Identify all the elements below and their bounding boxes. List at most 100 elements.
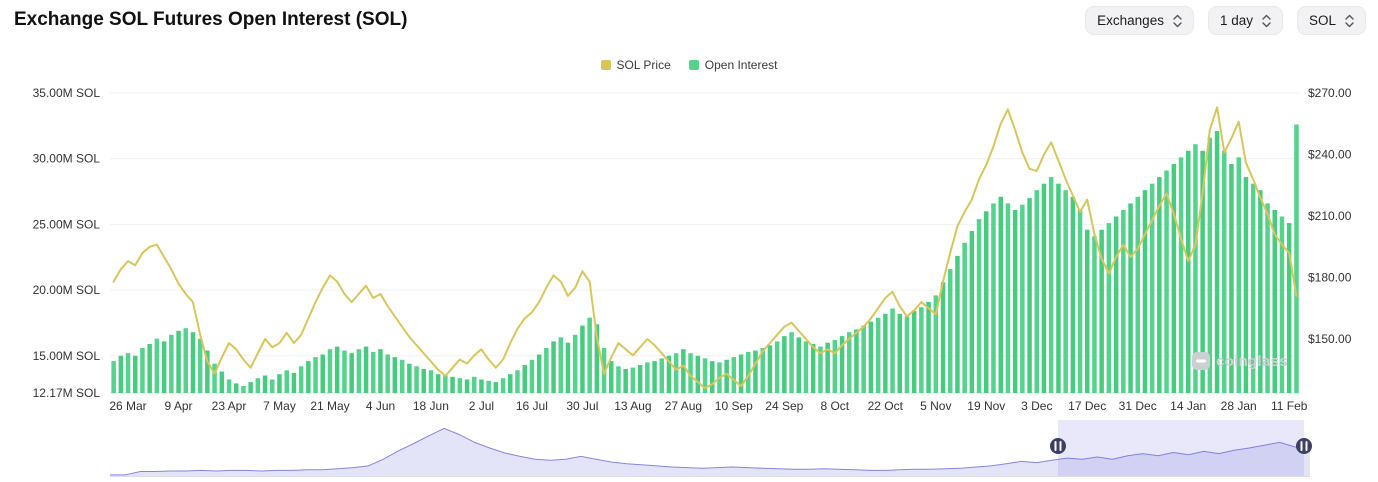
open-interest-bar[interactable]	[789, 332, 794, 393]
legend-item-sol-price[interactable]: SOL Price	[600, 58, 671, 72]
open-interest-bar[interactable]	[1099, 229, 1104, 393]
open-interest-bar[interactable]	[1128, 203, 1133, 393]
open-interest-bar[interactable]	[1178, 157, 1184, 393]
open-interest-bar[interactable]	[572, 334, 578, 393]
open-interest-bar[interactable]	[897, 313, 903, 393]
open-interest-bar[interactable]	[1106, 223, 1112, 393]
open-interest-bar[interactable]	[363, 346, 369, 393]
open-interest-bar[interactable]	[414, 366, 419, 393]
open-interest-bar[interactable]	[1012, 210, 1018, 393]
open-interest-bar[interactable]	[702, 358, 708, 393]
open-interest-bar[interactable]	[695, 355, 701, 393]
open-interest-bar[interactable]	[1214, 131, 1220, 393]
open-interest-bar[interactable]	[1113, 216, 1119, 394]
open-interest-bar[interactable]	[645, 362, 650, 393]
navigator-handle-right[interactable]	[1296, 438, 1312, 454]
open-interest-bar[interactable]	[753, 350, 758, 393]
open-interest-bar[interactable]	[1005, 203, 1011, 393]
open-interest-bar[interactable]	[508, 374, 513, 393]
open-interest-bar[interactable]	[803, 341, 809, 393]
open-interest-bar[interactable]	[1279, 216, 1285, 394]
open-interest-bar[interactable]	[1236, 157, 1242, 393]
open-interest-bar[interactable]	[133, 355, 138, 393]
open-interest-bar[interactable]	[558, 337, 564, 393]
open-interest-bar[interactable]	[1027, 198, 1032, 393]
open-interest-bar[interactable]	[1243, 177, 1249, 393]
open-interest-bar[interactable]	[868, 321, 874, 393]
open-interest-bar[interactable]	[746, 351, 751, 393]
open-interest-bar[interactable]	[1048, 177, 1054, 393]
open-interest-bar[interactable]	[904, 316, 910, 393]
open-interest-bar[interactable]	[407, 363, 412, 393]
open-interest-bar[interactable]	[1149, 183, 1155, 393]
open-interest-bar[interactable]	[890, 308, 895, 394]
open-interest-bar[interactable]	[327, 349, 333, 393]
interval-dropdown[interactable]: 1 day	[1207, 6, 1283, 35]
open-interest-bar[interactable]	[594, 324, 600, 393]
open-interest-bar[interactable]	[616, 366, 621, 393]
open-interest-bar[interactable]	[1258, 190, 1263, 393]
open-interest-bar[interactable]	[847, 332, 852, 393]
open-interest-bar[interactable]	[1121, 210, 1126, 393]
open-interest-bar[interactable]	[1272, 210, 1278, 393]
open-interest-bar[interactable]	[666, 355, 672, 393]
open-interest-bar[interactable]	[976, 219, 982, 393]
open-interest-bar[interactable]	[226, 379, 232, 394]
open-interest-bar[interactable]	[118, 355, 124, 393]
open-interest-bar[interactable]	[782, 336, 787, 393]
open-interest-bar[interactable]	[298, 366, 304, 393]
open-interest-bar[interactable]	[248, 382, 253, 393]
open-interest-bar[interactable]	[190, 332, 196, 393]
open-interest-bar[interactable]	[1207, 137, 1213, 393]
open-interest-bar[interactable]	[536, 354, 542, 394]
open-interest-bar[interactable]	[1186, 150, 1191, 393]
open-interest-bar[interactable]	[320, 354, 326, 394]
open-interest-bar[interactable]	[984, 211, 989, 393]
open-interest-bar[interactable]	[991, 203, 996, 393]
open-interest-bar[interactable]	[810, 344, 816, 393]
open-interest-bar[interactable]	[306, 361, 311, 393]
open-interest-bar[interactable]	[486, 380, 491, 393]
open-interest-bar[interactable]	[623, 369, 628, 393]
open-interest-bar[interactable]	[998, 196, 1004, 393]
open-interest-bar[interactable]	[378, 349, 383, 393]
open-interest-bar[interactable]	[1157, 177, 1162, 393]
open-interest-bar[interactable]	[479, 379, 484, 394]
open-interest-bar[interactable]	[652, 361, 657, 393]
open-interest-bar[interactable]	[688, 353, 693, 393]
open-interest-bar[interactable]	[205, 350, 210, 393]
open-interest-bar[interactable]	[464, 379, 470, 394]
open-interest-bar[interactable]	[1164, 170, 1169, 394]
sol-price-line[interactable]	[112, 106, 1298, 390]
open-interest-bar[interactable]	[673, 353, 679, 393]
open-interest-bar[interactable]	[125, 353, 131, 393]
open-interest-bar[interactable]	[1286, 223, 1292, 393]
open-interest-bar[interactable]	[169, 334, 174, 393]
open-interest-bar[interactable]	[955, 255, 960, 393]
open-interest-bar[interactable]	[313, 357, 318, 393]
open-interest-bar[interactable]	[1092, 236, 1097, 393]
open-interest-bar[interactable]	[1020, 204, 1025, 393]
open-interest-bar[interactable]	[421, 369, 427, 393]
open-interest-bar[interactable]	[580, 325, 585, 393]
open-interest-bar[interactable]	[883, 313, 888, 393]
open-interest-bar[interactable]	[219, 371, 225, 393]
open-interest-bar[interactable]	[472, 376, 477, 393]
open-interest-bar[interactable]	[1077, 210, 1083, 393]
open-interest-bar[interactable]	[334, 346, 340, 393]
open-interest-bar[interactable]	[291, 372, 297, 393]
open-interest-bar[interactable]	[551, 341, 556, 393]
open-interest-bar[interactable]	[356, 349, 362, 393]
open-interest-bar[interactable]	[1294, 124, 1299, 394]
open-interest-bar[interactable]	[875, 317, 881, 393]
open-interest-bar[interactable]	[919, 307, 924, 393]
open-interest-bar[interactable]	[926, 301, 931, 393]
open-interest-bar[interactable]	[796, 337, 802, 393]
open-interest-bar[interactable]	[342, 350, 347, 393]
open-interest-bar[interactable]	[1222, 150, 1227, 393]
open-interest-bar[interactable]	[962, 242, 967, 393]
open-interest-bar[interactable]	[392, 357, 398, 393]
open-interest-bar[interactable]	[1229, 164, 1234, 393]
open-interest-bar[interactable]	[371, 351, 376, 393]
open-interest-bar[interactable]	[774, 341, 780, 393]
